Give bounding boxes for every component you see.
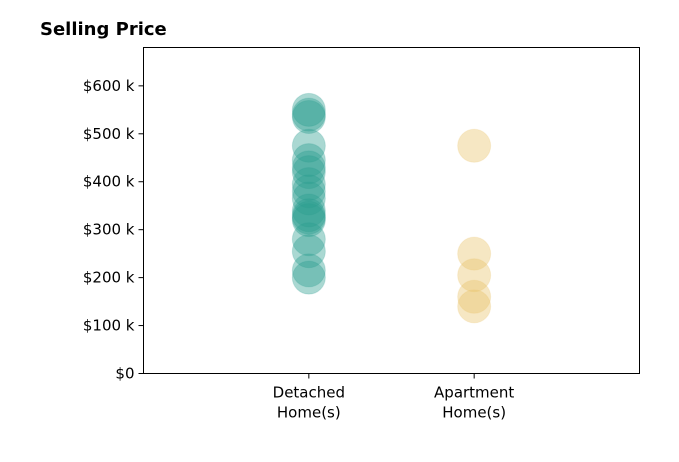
detached-home-point [291, 260, 326, 295]
detached-home-point [291, 181, 326, 216]
x-tick-label: Apartment [434, 384, 514, 402]
detached-home-point [291, 150, 326, 185]
y-tick-label: $600 k [83, 77, 135, 95]
plot-area-frame [143, 47, 640, 374]
y-tick-label: $300 k [83, 221, 135, 239]
x-axis: Detached Home(s) Apartment Home(s) [273, 373, 514, 422]
apartment-home-point [457, 236, 492, 271]
apartment-home-point [457, 128, 492, 163]
data-points [291, 92, 492, 324]
x-tick-label: Home(s) [277, 404, 341, 422]
detached-home-point [291, 198, 326, 233]
apartment-home-point [457, 258, 492, 293]
detached-home-point [291, 100, 326, 135]
detached-home-point [291, 193, 326, 228]
detached-home-point [291, 234, 326, 269]
y-tick-label: $500 k [83, 125, 135, 143]
detached-home-point [291, 155, 326, 190]
detached-home-point [291, 97, 326, 132]
y-tick-label: $400 k [83, 173, 135, 191]
detached-home-point [291, 143, 326, 178]
detached-home-point [291, 174, 326, 209]
x-tick-label: Home(s) [442, 404, 506, 422]
detached-home-point [291, 253, 326, 288]
detached-home-point [291, 128, 326, 163]
y-tick-label: $0 [115, 365, 134, 383]
detached-home-point [291, 200, 326, 235]
apartment-home-point [457, 279, 492, 314]
detached-home-point [291, 203, 326, 238]
y-tick-label: $200 k [83, 269, 135, 287]
detached-home-point [291, 222, 326, 257]
chart-title: Selling Price [40, 19, 167, 40]
detached-home-point [291, 167, 326, 202]
x-tick-label: Detached [273, 384, 345, 402]
apartment-home-point [457, 289, 492, 324]
y-tick-label: $100 k [83, 317, 135, 335]
y-axis: $0 $100 k $200 k $300 k $400 k $500 k $600 k [83, 77, 144, 383]
detached-home-point [291, 92, 326, 127]
